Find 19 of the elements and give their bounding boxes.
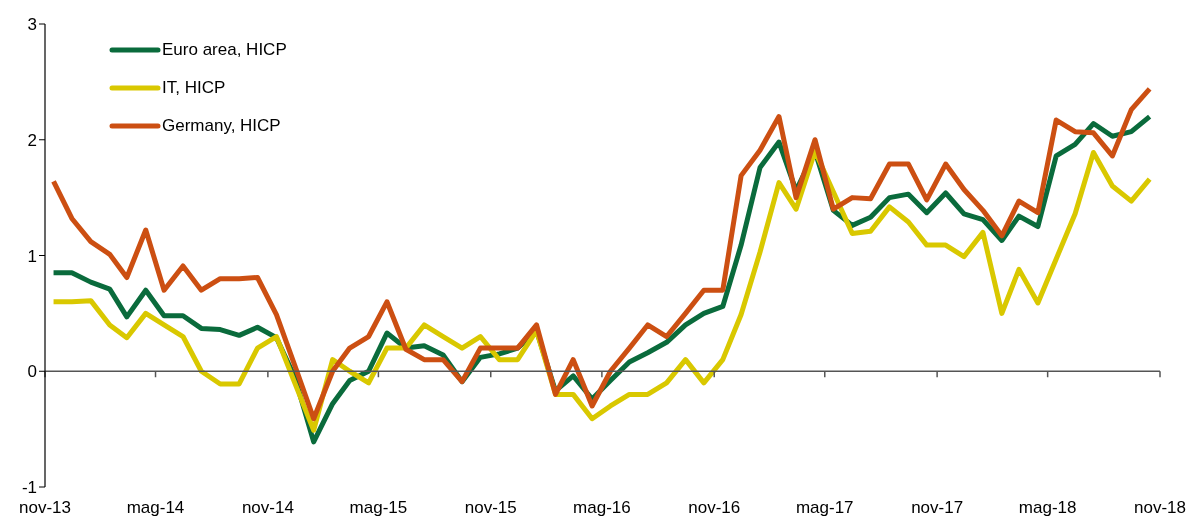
x-tick-label: nov-16 (688, 498, 741, 517)
y-tick-label: 0 (27, 362, 37, 382)
y-tick-label: 2 (27, 130, 37, 150)
x-tick-label: nov-13 (19, 498, 71, 517)
x-tick-label: nov-18 (1134, 498, 1186, 517)
x-tick-label: mag-14 (126, 498, 185, 517)
x-tick-label: nov-17 (911, 498, 964, 517)
x-tick-label: mag-15 (349, 498, 408, 517)
legend-label: IT, HICP (162, 78, 226, 98)
y-tick-label: 1 (27, 246, 37, 266)
x-tick-label: nov-14 (241, 498, 294, 517)
y-tick-label: 3 (27, 15, 37, 35)
x-tick-label: mag-16 (573, 498, 631, 517)
x-tick-label: mag-18 (1018, 498, 1077, 517)
x-tick-label: mag-17 (795, 498, 854, 517)
legend-label: Germany, HICP (162, 116, 281, 136)
y-tick-label: -1 (21, 478, 37, 498)
x-tick-label: nov-15 (464, 498, 517, 517)
legend-label: Euro area, HICP (162, 40, 287, 60)
